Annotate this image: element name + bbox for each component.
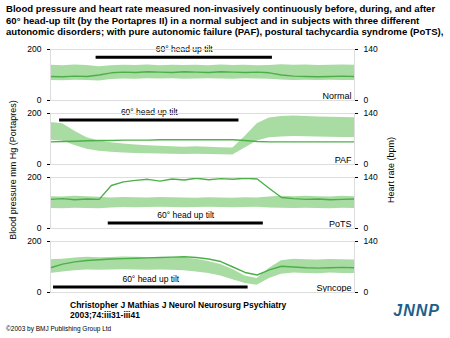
html-text:JNNP: JNNP	[393, 302, 440, 319]
svg-text:0: 0	[364, 95, 369, 105]
svg-text:60° head up tilt: 60° head up tilt	[121, 107, 178, 117]
svg-text:Syncope: Syncope	[316, 283, 351, 293]
svg-text:200: 200	[27, 236, 41, 246]
html-text:Blood pressure mm Hg (Portapre: Blood pressure mm Hg (Portapres)	[8, 100, 18, 240]
svg-text:PAF: PAF	[335, 155, 352, 165]
svg-text:200: 200	[27, 108, 41, 118]
svg-text:Normal: Normal	[322, 91, 351, 101]
svg-text:200: 200	[27, 44, 41, 54]
html-text:Christopher J Mathias J Neurol: Christopher J Mathias J Neurol Neurosurg…	[70, 300, 287, 310]
svg-text:140: 140	[364, 44, 378, 54]
svg-text:0: 0	[364, 159, 369, 169]
svg-text:200: 200	[27, 172, 41, 182]
svg-text:60° head up tilt: 60° head up tilt	[156, 44, 213, 54]
svg-text:0: 0	[37, 223, 42, 233]
svg-text:60° head up tilt: 60° head up tilt	[122, 274, 179, 284]
svg-text:PoTS: PoTS	[329, 219, 352, 229]
svg-text:140: 140	[364, 236, 378, 246]
svg-text:0: 0	[364, 287, 369, 297]
svg-text:0: 0	[37, 287, 42, 297]
html-text:Blood pressure and heart rate: Blood pressure and heart rate measured n…	[6, 3, 444, 37]
svg-text:0: 0	[37, 95, 42, 105]
svg-text:60° head up tilt: 60° head up tilt	[157, 210, 214, 220]
html-text:Heart rate (bpm): Heart rate (bpm)	[386, 137, 396, 203]
svg-text:140: 140	[364, 172, 378, 182]
svg-text:0: 0	[37, 159, 42, 169]
html-text:2003;74:iii31-iii41: 2003;74:iii31-iii41	[70, 310, 140, 320]
html-text:©2003 by BMJ Publishing Group: ©2003 by BMJ Publishing Group Ltd	[6, 325, 112, 332]
svg-text:0: 0	[364, 223, 369, 233]
svg-text:140: 140	[364, 108, 378, 118]
